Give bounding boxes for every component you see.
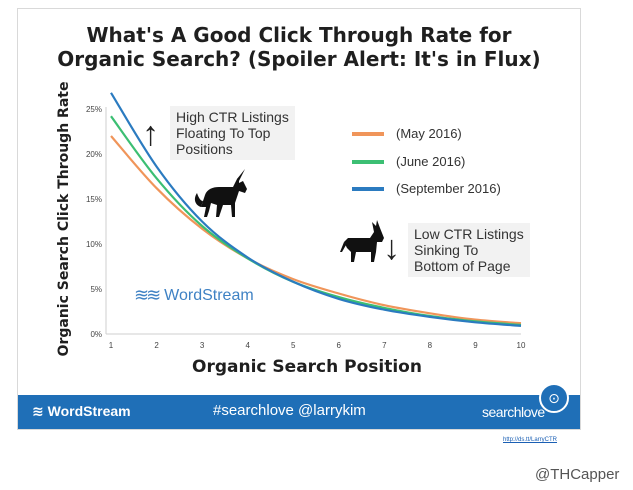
x-tick-labels: 1 2 3 4 5 6 7 8 9 10 bbox=[109, 341, 526, 350]
series-line-september bbox=[110, 92, 522, 327]
x-tick-label: 3 bbox=[200, 341, 205, 350]
legend-item-may: (May 2016) bbox=[352, 126, 462, 141]
unicorn-icon bbox=[194, 169, 247, 217]
legend-swatch-september bbox=[352, 186, 384, 191]
x-tick-label: 9 bbox=[473, 341, 478, 350]
x-tick-label: 5 bbox=[291, 341, 296, 350]
low-ctr-callout: Low CTR Listings Sinking To Bottom of Pa… bbox=[408, 223, 530, 277]
legend-swatch-may bbox=[352, 131, 384, 136]
footer-hashtags: #searchlove @larrykim bbox=[213, 402, 366, 419]
x-axis-label: Organic Search Position bbox=[192, 357, 422, 377]
high-ctr-line-1: High CTR Listings bbox=[176, 109, 289, 125]
x-tick-label: 8 bbox=[428, 341, 433, 350]
x-tick-label: 1 bbox=[109, 341, 114, 350]
legend-label-september: (September 2016) bbox=[396, 181, 501, 196]
low-ctr-line-2: Sinking To bbox=[414, 242, 479, 258]
y-tick-label: 15% bbox=[86, 195, 102, 204]
legend-label-may: (May 2016) bbox=[396, 126, 462, 141]
legend-label-june: (June 2016) bbox=[396, 154, 466, 169]
slide: What's A Good Click Through Rate for Org… bbox=[17, 8, 581, 430]
chart-title: What's A Good Click Through Rate for Org… bbox=[18, 23, 580, 71]
y-tick-label: 20% bbox=[86, 150, 102, 159]
y-axis-label: Organic Search Click Through Rate bbox=[56, 81, 72, 357]
high-ctr-line-2: Floating To Top bbox=[176, 125, 271, 141]
twitter-handle: @THCapper bbox=[535, 466, 620, 483]
footer-searchlove: searchlove bbox=[482, 404, 545, 420]
x-tick-label: 7 bbox=[382, 341, 387, 350]
footer-bar: ≋ WordStream #searchlove @larrykim searc… bbox=[18, 395, 580, 429]
source-link[interactable]: http://ds.tt/LarryCTR bbox=[503, 437, 558, 443]
down-arrow-icon: ↓ bbox=[383, 229, 400, 267]
wordstream-logo: ≋≋ WordStream bbox=[134, 285, 254, 306]
x-tick-label: 10 bbox=[517, 341, 526, 350]
y-tick-label: 25% bbox=[86, 105, 102, 114]
series-lines bbox=[110, 92, 522, 327]
high-ctr-callout: High CTR Listings Floating To Top Positi… bbox=[170, 106, 295, 160]
footer-left-label: WordStream bbox=[47, 403, 131, 419]
y-tick-label: 0% bbox=[90, 330, 102, 339]
wordstream-waves-icon: ≋≋ bbox=[134, 285, 161, 305]
wordstream-brand-label: WordStream bbox=[164, 286, 254, 304]
up-arrow-icon: ↑ bbox=[142, 115, 159, 153]
y-tick-labels: 0% 5% 10% 15% 20% 25% bbox=[86, 105, 102, 339]
x-tick-label: 2 bbox=[154, 341, 159, 350]
series-line-may bbox=[110, 135, 522, 325]
low-ctr-line-1: Low CTR Listings bbox=[414, 226, 524, 242]
chart-plot: 0% 5% 10% 15% 20% 25% 1 2 3 4 5 6 7 8 9 10 bbox=[86, 92, 526, 350]
footer-waves-icon: ≋ bbox=[32, 403, 48, 419]
donkey-icon bbox=[340, 220, 384, 262]
legend-swatch-june bbox=[352, 159, 384, 164]
x-tick-label: 4 bbox=[245, 341, 250, 350]
chart-title-line-2: Organic Search? (Spoiler Alert: It's in … bbox=[57, 47, 541, 71]
searchlove-badge-icon: ⊙ bbox=[539, 383, 569, 413]
legend-item-june: (June 2016) bbox=[352, 154, 465, 169]
footer-wordstream: ≋ WordStream bbox=[32, 403, 131, 420]
low-ctr-line-3: Bottom of Page bbox=[414, 258, 511, 274]
high-ctr-line-3: Positions bbox=[176, 141, 233, 157]
y-tick-label: 10% bbox=[86, 240, 102, 249]
chart-title-line-1: What's A Good Click Through Rate for bbox=[86, 23, 512, 47]
x-tick-label: 6 bbox=[337, 341, 342, 350]
y-tick-label: 5% bbox=[90, 285, 102, 294]
legend-item-september: (September 2016) bbox=[352, 181, 501, 196]
